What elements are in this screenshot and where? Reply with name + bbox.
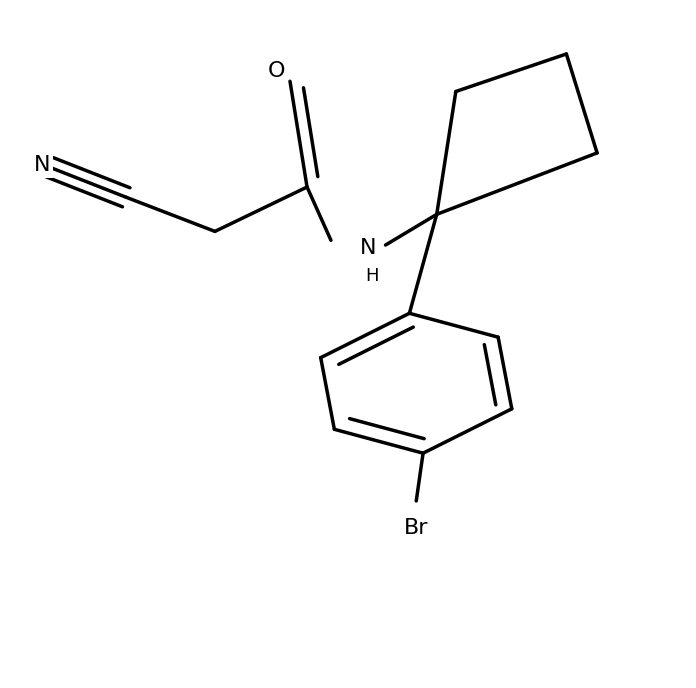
Text: Br: Br bbox=[404, 518, 429, 538]
Text: N: N bbox=[34, 155, 51, 175]
Text: H: H bbox=[365, 267, 379, 285]
Text: O: O bbox=[267, 61, 285, 81]
Text: N: N bbox=[361, 239, 377, 259]
